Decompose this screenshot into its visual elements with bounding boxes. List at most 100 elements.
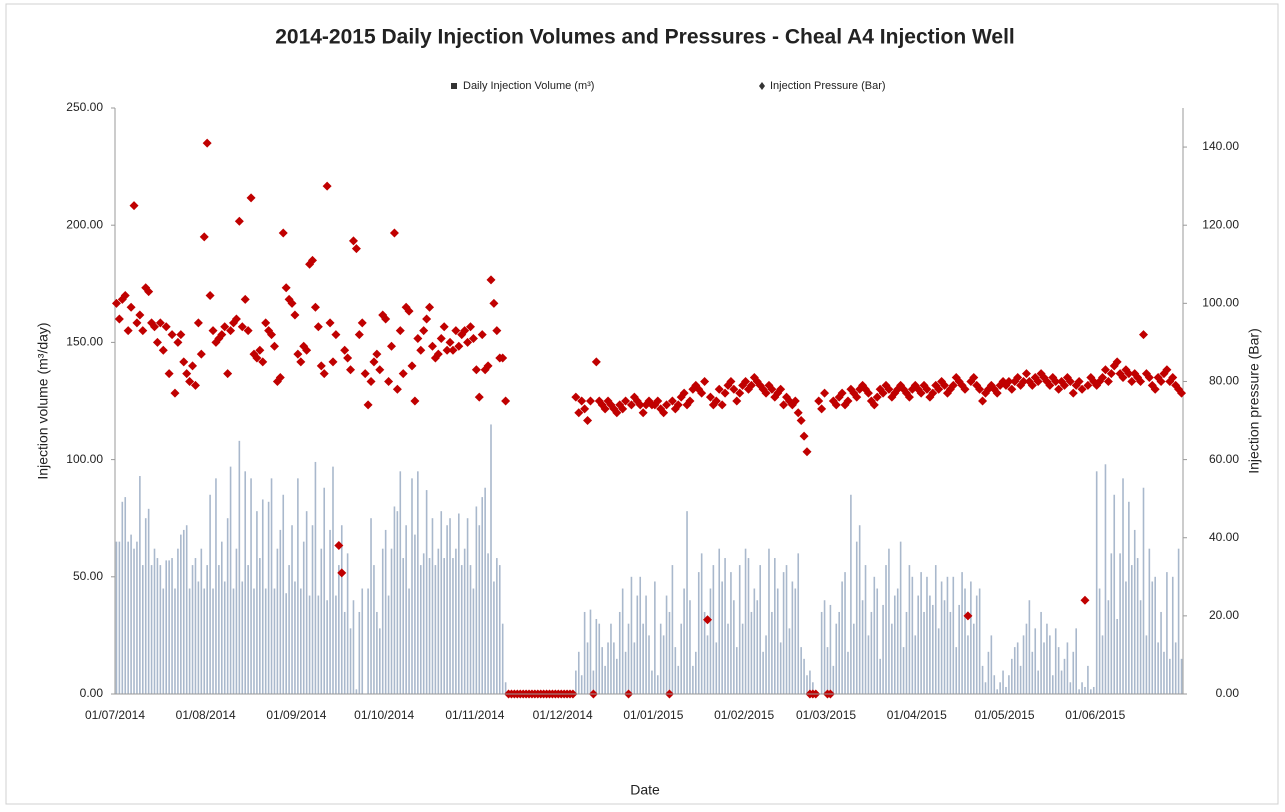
pressure-marker bbox=[319, 369, 329, 379]
pressure-marker bbox=[384, 376, 394, 386]
y-tick-label: 150.00 bbox=[66, 335, 103, 349]
pressure-marker bbox=[577, 396, 587, 406]
bar bbox=[946, 576, 949, 694]
bar bbox=[422, 553, 425, 694]
bar bbox=[791, 581, 794, 694]
bar bbox=[270, 478, 273, 694]
bar bbox=[607, 642, 609, 694]
bar bbox=[437, 548, 440, 694]
pressure-marker bbox=[863, 388, 873, 398]
bar bbox=[194, 558, 197, 694]
bar bbox=[598, 623, 601, 694]
bar bbox=[238, 440, 241, 694]
bar bbox=[981, 665, 984, 694]
pressure-marker bbox=[360, 369, 370, 379]
pressure-marker bbox=[316, 361, 326, 371]
bar bbox=[703, 611, 706, 694]
bar bbox=[932, 604, 934, 694]
bar bbox=[970, 581, 972, 694]
bar bbox=[302, 541, 305, 694]
pressure-marker bbox=[626, 400, 636, 410]
bar bbox=[1087, 665, 1089, 694]
bar bbox=[905, 611, 908, 694]
pressure-marker bbox=[164, 369, 174, 379]
bar bbox=[964, 588, 966, 694]
pressure-marker bbox=[1103, 376, 1113, 386]
bar bbox=[349, 628, 352, 694]
bar bbox=[583, 611, 586, 694]
bar bbox=[651, 670, 653, 694]
pressure-marker bbox=[1007, 384, 1017, 394]
bar bbox=[908, 565, 911, 694]
pressure-marker bbox=[173, 337, 183, 347]
bar bbox=[329, 529, 331, 694]
bar bbox=[460, 565, 463, 694]
y2-tick-label: 60.00 bbox=[1209, 452, 1239, 466]
pressure-marker bbox=[767, 384, 777, 394]
bar bbox=[387, 595, 390, 694]
bar bbox=[223, 581, 226, 694]
x-tick-label: 01/07/2014 bbox=[85, 708, 145, 722]
pressure-marker bbox=[793, 408, 803, 418]
pressure-marker bbox=[700, 376, 710, 386]
pressure-marker bbox=[422, 314, 432, 324]
pressure-marker bbox=[960, 384, 970, 394]
bar bbox=[937, 628, 940, 694]
bar bbox=[1049, 635, 1051, 694]
pressure-marker bbox=[199, 232, 209, 242]
bar bbox=[975, 595, 978, 694]
pressure-marker bbox=[963, 611, 973, 621]
pressure-marker bbox=[170, 388, 180, 398]
bar bbox=[452, 558, 454, 694]
bar bbox=[677, 665, 680, 694]
bar bbox=[127, 541, 129, 694]
bar bbox=[182, 529, 185, 694]
bar bbox=[1046, 623, 1048, 694]
pressure-marker bbox=[334, 541, 344, 551]
pressure-marker bbox=[1150, 384, 1160, 394]
pressure-marker bbox=[872, 392, 882, 402]
bar bbox=[855, 541, 858, 694]
pressure-marker bbox=[1144, 373, 1154, 383]
pressure-marker bbox=[817, 404, 827, 414]
pressure-marker bbox=[404, 306, 414, 316]
bar bbox=[987, 651, 990, 694]
pressure-marker bbox=[583, 416, 593, 426]
bar bbox=[853, 623, 855, 694]
pressure-marker bbox=[1177, 388, 1187, 398]
bar bbox=[1107, 600, 1110, 694]
pressure-marker bbox=[667, 396, 677, 406]
pressure-marker bbox=[799, 431, 809, 441]
pressure-marker bbox=[477, 330, 487, 340]
bar bbox=[858, 525, 861, 694]
bar bbox=[958, 604, 960, 694]
bar bbox=[826, 647, 829, 694]
bar bbox=[730, 572, 732, 694]
bar bbox=[624, 651, 627, 694]
bar bbox=[627, 623, 630, 694]
bar bbox=[1060, 670, 1063, 694]
y-tick-label: 250.00 bbox=[66, 100, 103, 114]
bar bbox=[1151, 581, 1154, 694]
x-tick-label: 01/11/2014 bbox=[445, 708, 504, 722]
bar bbox=[475, 506, 478, 694]
bar bbox=[115, 541, 118, 694]
pressure-marker bbox=[928, 388, 938, 398]
pressure-marker bbox=[460, 326, 470, 336]
bar bbox=[662, 635, 665, 694]
bar bbox=[940, 581, 943, 694]
bar bbox=[785, 565, 788, 694]
bar bbox=[1019, 665, 1022, 694]
pressure-marker bbox=[878, 388, 888, 398]
bar bbox=[768, 548, 770, 694]
bar bbox=[700, 553, 703, 694]
bar bbox=[806, 675, 808, 694]
pressure-marker bbox=[831, 400, 841, 410]
pressure-marker bbox=[940, 380, 950, 390]
x-tick-label: 01/10/2014 bbox=[354, 708, 414, 722]
pressure-marker bbox=[1156, 376, 1166, 386]
bar bbox=[469, 565, 472, 694]
bar bbox=[294, 581, 296, 694]
bar bbox=[1040, 611, 1042, 694]
bar bbox=[264, 588, 267, 694]
